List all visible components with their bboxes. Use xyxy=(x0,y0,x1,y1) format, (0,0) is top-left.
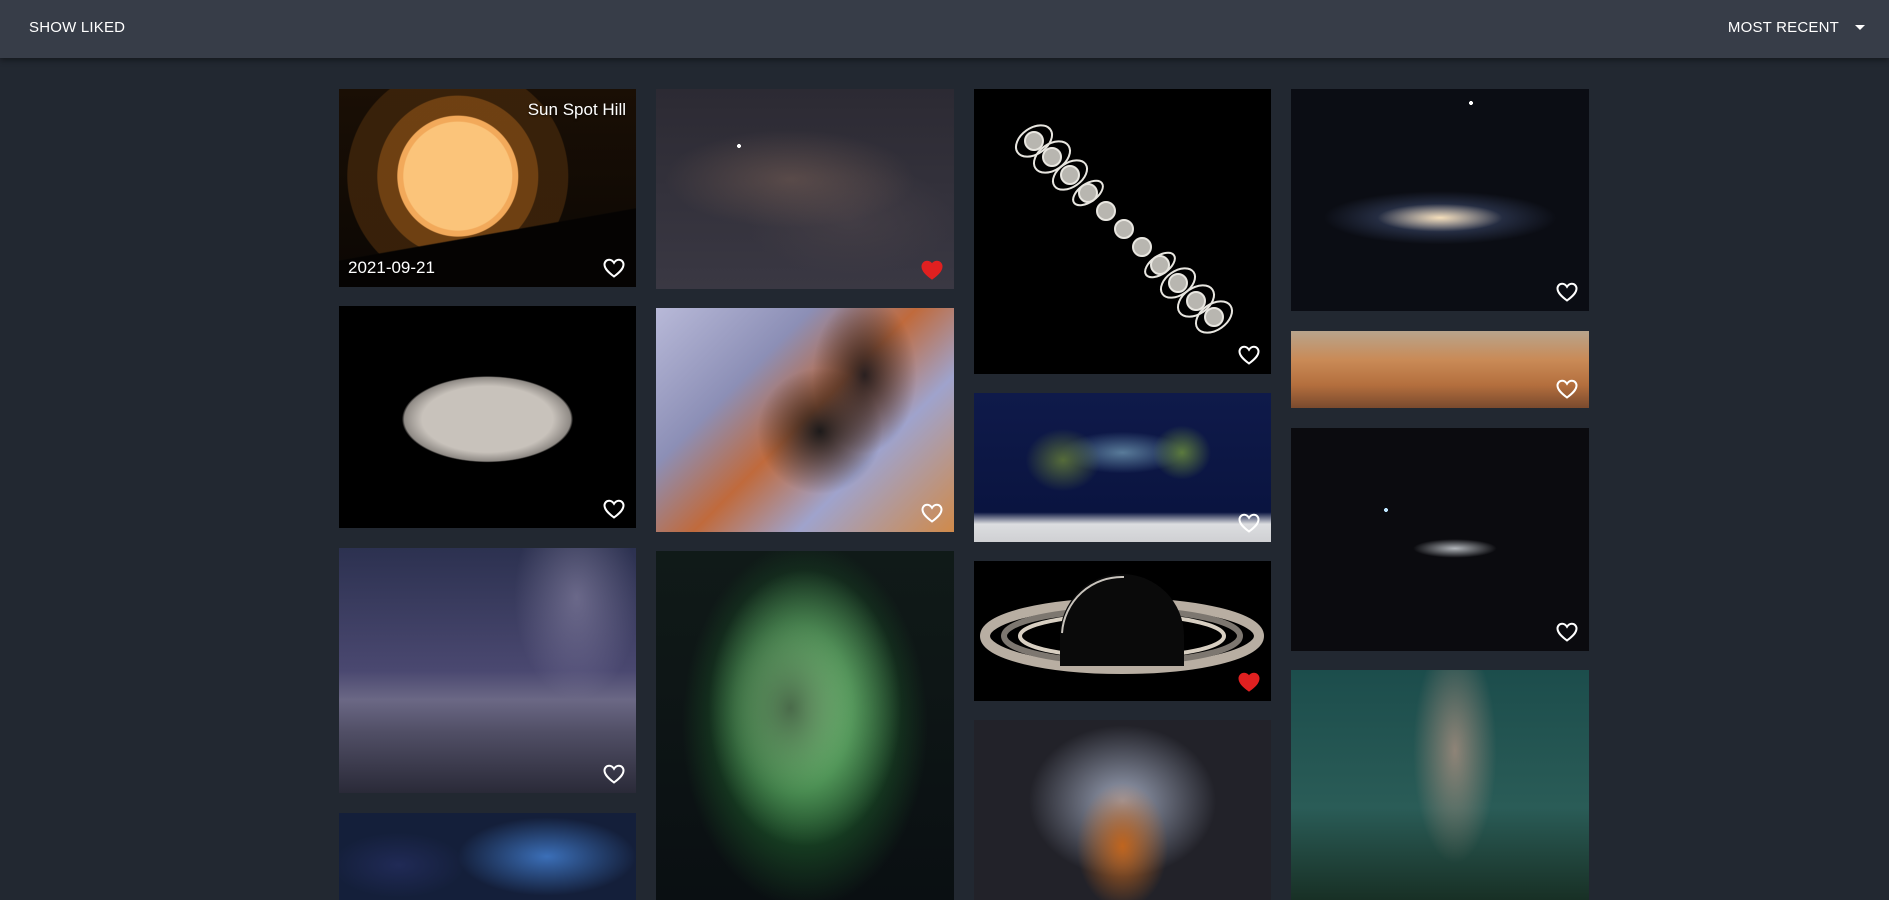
tile-image xyxy=(656,89,954,289)
heart-icon[interactable] xyxy=(603,258,625,278)
heart-icon[interactable] xyxy=(1238,672,1260,692)
heart-icon[interactable] xyxy=(603,764,625,784)
tile-image xyxy=(1291,331,1589,408)
sort-dropdown[interactable]: MOST RECENT xyxy=(1728,0,1865,54)
tile-image xyxy=(656,551,954,900)
image-tile[interactable] xyxy=(1291,89,1589,311)
heart-icon[interactable] xyxy=(603,499,625,519)
image-tile[interactable]: Sun Spot Hill 2021-09-21 xyxy=(339,89,636,287)
tile-image xyxy=(339,89,636,287)
tile-image xyxy=(1291,670,1589,900)
heart-icon[interactable] xyxy=(1556,622,1578,642)
top-bar: SHOW LIKED MOST RECENT xyxy=(0,0,1889,58)
tile-image xyxy=(1291,89,1589,311)
caret-down-icon xyxy=(1855,24,1865,30)
heart-icon[interactable] xyxy=(1238,513,1260,533)
tile-image xyxy=(974,561,1271,701)
image-tile[interactable] xyxy=(339,306,636,528)
show-liked-button[interactable]: SHOW LIKED xyxy=(29,0,125,54)
tile-title: Sun Spot Hill xyxy=(527,100,626,119)
heart-icon[interactable] xyxy=(1556,282,1578,302)
heart-icon[interactable] xyxy=(1238,345,1260,365)
image-tile[interactable] xyxy=(1291,670,1589,900)
tile-image xyxy=(1291,428,1589,651)
image-tile[interactable] xyxy=(974,89,1271,374)
tile-date: 2021-09-21 xyxy=(348,258,435,277)
tile-image xyxy=(974,720,1271,900)
image-tile[interactable] xyxy=(974,393,1271,542)
heart-icon[interactable] xyxy=(921,260,943,280)
saturn-graphic xyxy=(980,574,1264,674)
heart-icon[interactable] xyxy=(921,503,943,523)
image-tile[interactable] xyxy=(974,720,1271,900)
show-liked-label: SHOW LIKED xyxy=(29,18,126,36)
tile-image xyxy=(339,813,636,900)
tile-image xyxy=(974,393,1271,542)
image-tile[interactable] xyxy=(1291,428,1589,651)
saturn-sequence-graphic xyxy=(1014,124,1234,334)
heart-icon[interactable] xyxy=(1556,379,1578,399)
tile-image xyxy=(339,548,636,793)
image-tile[interactable] xyxy=(656,308,954,532)
image-tile[interactable] xyxy=(339,813,636,900)
image-tile[interactable] xyxy=(656,551,954,900)
image-tile[interactable] xyxy=(656,89,954,289)
sort-label: MOST RECENT xyxy=(1727,18,1839,36)
image-tile[interactable] xyxy=(1291,331,1589,408)
image-tile[interactable] xyxy=(974,561,1271,701)
tile-image xyxy=(339,306,636,528)
image-tile[interactable] xyxy=(339,548,636,793)
tile-image xyxy=(974,89,1271,374)
tile-image xyxy=(656,308,954,532)
